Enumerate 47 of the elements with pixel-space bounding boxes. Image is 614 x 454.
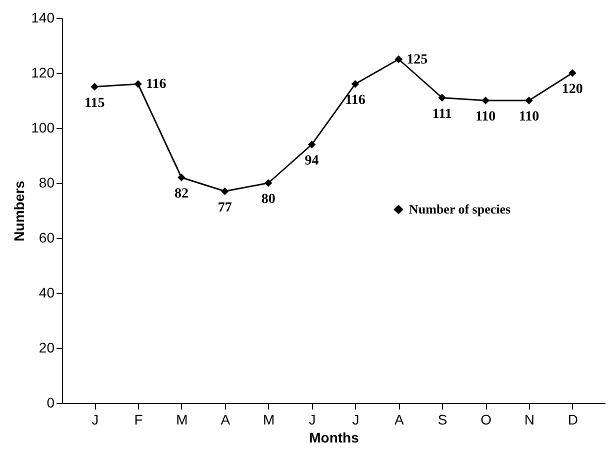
y-tick-label: 20 [38,340,55,356]
x-tick-label: O [480,412,492,428]
y-tick-label: 60 [38,230,55,246]
y-tick-label: 100 [31,120,55,136]
y-tick-label: 80 [38,174,55,190]
point [221,187,229,196]
y-tick-label: 140 [31,10,55,26]
x-tick-label: J [92,412,99,428]
x-tick-label: M [263,412,275,428]
data-label: 77 [218,200,232,216]
data-label: 111 [432,106,452,122]
point [351,80,360,88]
y-tick-label: 0 [46,394,55,410]
point [525,96,533,104]
y-tick-label: 120 [31,64,55,80]
point [438,94,446,102]
point [178,174,186,182]
point [134,80,142,88]
data-label: 80 [261,192,276,207]
point [90,82,98,91]
data-label: 82 [174,186,188,202]
data-label: 125 [406,52,428,68]
data-label: 110 [518,110,540,124]
point [264,179,272,187]
x-axis-title: Months [309,430,360,446]
data-label: 116 [345,93,366,108]
x-tick-label: F [134,412,143,428]
x-tick-label: A [220,412,231,428]
x-tick-label: D [568,412,578,428]
x-tick-label: A [394,412,404,428]
x-tick-label: N [524,412,535,428]
point [308,140,316,148]
data-label: 120 [562,82,583,97]
data-label: 94 [304,154,319,168]
point [394,55,403,64]
data-label: 116 [146,77,166,92]
x-tick-label: J [352,412,360,428]
point [568,69,576,77]
legend-label: Number of species [409,202,511,216]
data-label: 115 [84,96,105,111]
data-label: 110 [475,110,496,124]
x-tick-label: J [308,412,316,428]
x-tick-label: S [438,412,448,428]
point [482,96,490,104]
x-tick-label: M [176,412,188,428]
y-tick-label: 40 [38,284,55,300]
y-axis-title: Numbers [11,180,28,242]
